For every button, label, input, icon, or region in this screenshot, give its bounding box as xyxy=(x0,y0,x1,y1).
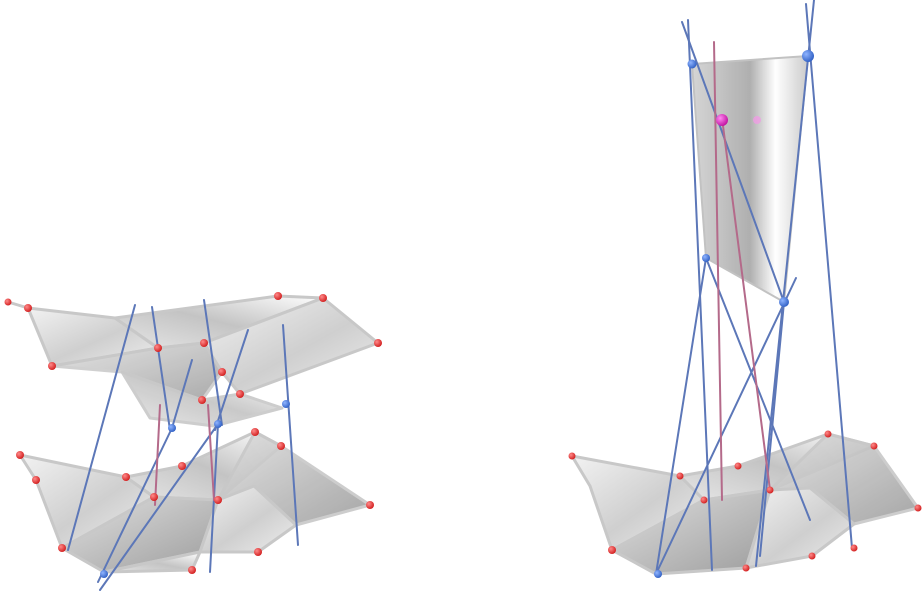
left-line-9 xyxy=(171,359,193,429)
blue-vertex xyxy=(654,570,662,578)
vertex xyxy=(608,546,616,554)
right-line-5 xyxy=(655,257,707,575)
vertex xyxy=(24,304,32,312)
right-line-8 xyxy=(759,301,785,557)
blue-vertex xyxy=(214,420,222,428)
vertex xyxy=(277,442,285,450)
vertex xyxy=(236,390,244,398)
vertex xyxy=(734,462,742,470)
blue-vertex xyxy=(168,424,176,432)
right-vertices xyxy=(568,50,922,578)
left-upper-surface xyxy=(7,294,380,428)
left-panel xyxy=(4,292,382,591)
right-panel xyxy=(568,0,922,578)
vertex xyxy=(742,564,750,572)
right-lower-surface xyxy=(570,432,920,576)
vertex xyxy=(766,486,774,494)
vertex xyxy=(366,501,374,509)
vertex xyxy=(319,294,327,302)
vertex xyxy=(808,552,816,560)
vertex xyxy=(4,298,12,306)
magenta-point-shadow xyxy=(753,116,761,124)
left-line-4 xyxy=(282,324,299,546)
vertex xyxy=(154,344,162,352)
right-line-1 xyxy=(681,21,785,303)
vertex xyxy=(676,472,684,480)
vertex xyxy=(200,339,208,347)
blue-vertex xyxy=(100,570,108,578)
blue-vertex xyxy=(702,254,710,262)
left-line-8 xyxy=(214,329,249,431)
vertex xyxy=(254,548,262,556)
left-line-red-2 xyxy=(207,404,215,501)
left-line-1 xyxy=(67,304,136,551)
vertex xyxy=(870,442,878,450)
right-lines xyxy=(655,0,853,575)
right-line-3 xyxy=(755,0,815,567)
right-line-4 xyxy=(805,3,853,549)
vertex xyxy=(178,462,186,470)
blue-vertex xyxy=(282,400,290,408)
vertex xyxy=(914,504,922,512)
vertex xyxy=(48,362,56,370)
blue-vertex xyxy=(687,59,697,69)
right-line-7 xyxy=(655,277,797,575)
left-line-6 xyxy=(99,423,219,591)
blue-vertex xyxy=(802,50,814,62)
vertex xyxy=(214,496,222,504)
left-lower-surface xyxy=(18,430,372,574)
vertex xyxy=(16,451,24,459)
vertex xyxy=(58,544,66,552)
vertex xyxy=(374,339,382,347)
vertex xyxy=(274,292,282,300)
left-line-2 xyxy=(151,306,171,431)
vertex xyxy=(700,496,708,504)
vertex xyxy=(198,396,206,404)
right-line-red-2 xyxy=(721,117,771,491)
vertex xyxy=(188,566,196,574)
left-line-3 xyxy=(203,299,223,426)
vertex xyxy=(850,544,858,552)
left-line-red-1 xyxy=(154,404,161,506)
vertex xyxy=(251,428,259,436)
vertex xyxy=(122,473,130,481)
magenta-point xyxy=(716,114,728,126)
blue-vertex xyxy=(779,297,789,307)
vertex xyxy=(218,368,226,376)
left-lines xyxy=(67,299,299,591)
vertex xyxy=(824,430,832,438)
vertex xyxy=(32,476,40,484)
right-line-6 xyxy=(705,257,811,521)
left-line-7 xyxy=(97,427,173,583)
left-vertices xyxy=(4,292,382,578)
vertex xyxy=(150,493,158,501)
vertex xyxy=(568,452,576,460)
right-line-red-1 xyxy=(713,41,723,501)
